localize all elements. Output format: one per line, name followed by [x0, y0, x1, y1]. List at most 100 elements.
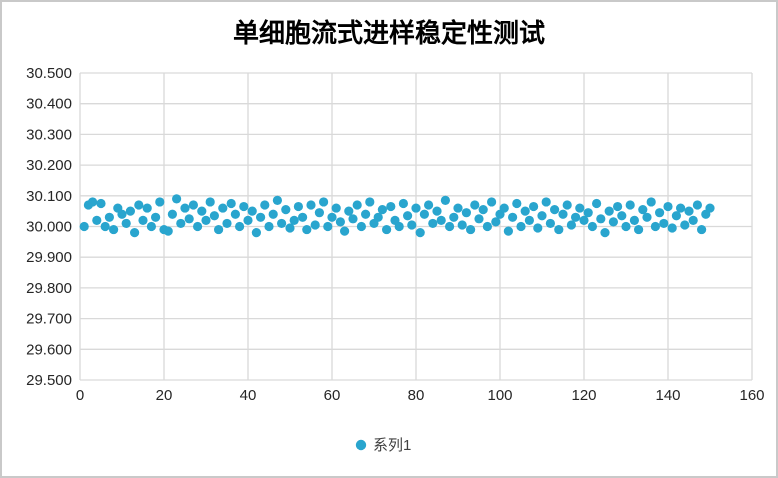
data-point	[520, 206, 530, 216]
data-point	[554, 224, 564, 235]
x-tick-label: 20	[156, 387, 173, 404]
data-point	[688, 215, 698, 225]
data-point	[634, 224, 644, 235]
data-point	[197, 206, 207, 216]
data-point	[235, 221, 245, 232]
data-point	[394, 221, 404, 232]
data-point	[575, 203, 585, 213]
data-point	[180, 203, 190, 213]
y-tick-label: 29.500	[26, 372, 72, 389]
data-point	[592, 198, 602, 209]
data-point	[545, 218, 556, 229]
legend: 系列1	[355, 437, 411, 454]
data-point	[541, 197, 551, 207]
data-point	[327, 212, 337, 222]
y-tick-label: 30.200	[26, 157, 72, 174]
data-point	[398, 198, 408, 209]
data-point	[88, 197, 98, 207]
data-point	[621, 221, 631, 232]
data-point	[348, 214, 358, 224]
scatter-points	[79, 194, 715, 238]
data-point	[449, 212, 459, 222]
data-point	[466, 224, 476, 235]
data-point	[125, 206, 135, 216]
data-point	[655, 208, 665, 218]
data-point	[277, 218, 287, 229]
data-point	[424, 200, 434, 210]
data-point	[264, 221, 274, 232]
chart-title: 单细胞流式进样稳定性测试	[233, 18, 545, 48]
data-point	[256, 212, 266, 222]
data-point	[239, 201, 249, 212]
data-point	[260, 200, 270, 210]
x-tick-label: 0	[76, 387, 84, 404]
data-point	[482, 221, 492, 232]
data-point	[222, 218, 232, 229]
data-point	[100, 221, 110, 232]
data-point	[499, 203, 509, 213]
data-point	[230, 209, 240, 219]
data-point	[440, 195, 450, 206]
x-axis-tick-labels: 0 20 40 60 80 100 120 140 160	[76, 387, 765, 404]
data-point	[373, 212, 383, 222]
data-point	[163, 226, 173, 236]
x-tick-label: 40	[240, 387, 257, 404]
data-point	[571, 212, 581, 222]
data-point	[314, 208, 324, 218]
data-point	[407, 220, 417, 230]
data-point	[377, 205, 387, 215]
y-tick-label: 29.600	[26, 341, 72, 358]
x-tick-label: 60	[324, 387, 341, 404]
data-point	[134, 200, 144, 210]
data-point	[596, 214, 606, 224]
data-point	[117, 209, 127, 219]
data-point	[608, 217, 619, 227]
data-point	[461, 208, 471, 218]
data-point	[697, 224, 707, 235]
data-point	[218, 203, 228, 213]
data-point	[680, 220, 690, 230]
data-point	[516, 221, 526, 232]
data-point	[403, 211, 413, 221]
data-point	[104, 212, 114, 222]
data-point	[79, 221, 89, 232]
data-point	[285, 223, 295, 233]
data-point	[298, 212, 308, 222]
data-point	[562, 200, 572, 210]
data-point	[251, 228, 261, 238]
data-point	[121, 218, 131, 229]
data-point	[676, 203, 686, 213]
data-point	[335, 217, 345, 227]
data-point	[310, 220, 320, 230]
legend-series-label: 系列1	[373, 437, 411, 454]
data-point	[142, 203, 152, 213]
data-point	[432, 206, 442, 216]
data-point	[550, 205, 560, 215]
data-point	[428, 218, 438, 229]
data-point	[323, 221, 333, 232]
data-point	[705, 203, 715, 213]
data-point	[646, 197, 656, 207]
data-point	[92, 215, 102, 225]
data-point	[184, 214, 194, 224]
data-point	[508, 212, 518, 222]
y-tick-label: 30.000	[26, 219, 72, 236]
data-point	[478, 205, 488, 215]
x-tick-label: 160	[739, 387, 764, 404]
y-tick-label: 30.400	[26, 96, 72, 113]
data-point	[155, 197, 165, 207]
x-tick-label: 80	[408, 387, 425, 404]
data-point	[226, 198, 236, 209]
data-point	[503, 226, 513, 236]
data-point	[146, 221, 156, 232]
data-point	[692, 200, 703, 210]
data-point	[356, 221, 366, 232]
y-tick-label: 29.800	[26, 280, 72, 297]
data-point	[617, 211, 627, 221]
data-point	[659, 218, 669, 229]
data-point	[524, 215, 535, 225]
data-point	[344, 206, 354, 216]
data-point	[491, 217, 501, 227]
data-point	[109, 224, 119, 235]
